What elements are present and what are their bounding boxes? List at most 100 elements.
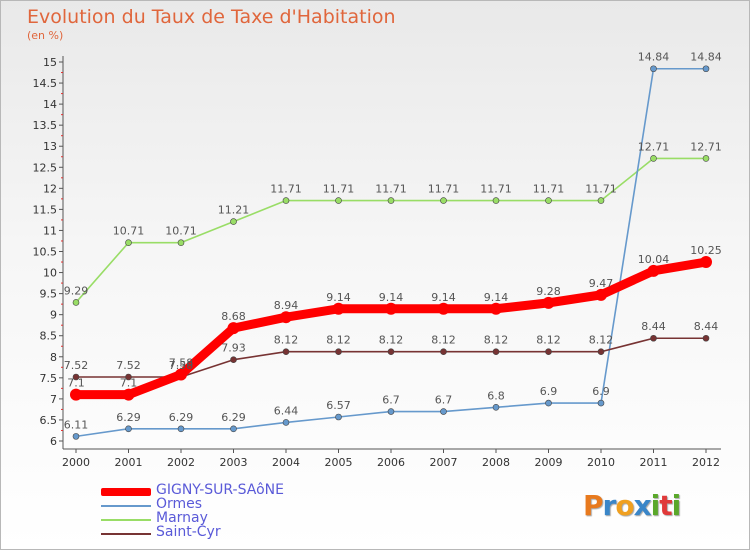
series-point	[440, 197, 447, 204]
series-point	[230, 218, 237, 225]
legend-swatch-gigny	[101, 488, 151, 496]
data-label: 11.71	[323, 183, 355, 196]
data-label: 14.84	[638, 51, 670, 64]
chart-title: Evolution du Taux de Taxe d'Habitation	[27, 6, 396, 28]
data-label: 11.71	[585, 183, 617, 196]
logo-letter: t	[659, 489, 672, 522]
legend-label-gigny: GIGNY-SUR-SAôNE	[156, 482, 284, 498]
data-label: 6.7	[382, 394, 400, 407]
y-tick-label: 14.5	[33, 77, 58, 90]
series-point	[125, 239, 132, 246]
data-label: 8.12	[589, 334, 614, 347]
y-tick-label: 12.5	[33, 161, 58, 174]
series-point	[175, 368, 187, 381]
logo-letter: r	[602, 489, 617, 522]
series-point	[227, 322, 240, 335]
data-label: 6.44	[274, 404, 299, 417]
series-point	[177, 239, 185, 246]
data-label: 11.71	[533, 183, 565, 196]
logo-letter: x	[633, 489, 652, 522]
series-point	[702, 155, 710, 162]
y-tick-label: 11.5	[33, 203, 58, 216]
data-label: 8.68	[221, 310, 246, 323]
data-label: 8.12	[484, 334, 509, 347]
legend-label-marnay: Marnay	[156, 510, 208, 526]
chart-subtitle: (en %)	[27, 29, 64, 42]
series-point	[332, 302, 345, 315]
data-label: 9.14	[379, 291, 404, 304]
data-label: 6.7	[435, 394, 453, 407]
data-label: 12.71	[638, 140, 670, 153]
data-label: 8.44	[694, 320, 719, 333]
data-label: 7.93	[221, 342, 246, 355]
data-label: 6.29	[169, 411, 194, 424]
series-point	[595, 288, 607, 301]
y-tick-label: 9.5	[40, 288, 58, 301]
proxiti-logo: Proxiti	[583, 489, 681, 522]
series-point	[492, 348, 500, 356]
legend-label-saint-cyr: Saint-Cyr	[156, 524, 221, 540]
data-label: 11.71	[270, 183, 302, 196]
series-point	[72, 373, 80, 381]
series-point	[440, 408, 447, 415]
data-label: 6.9	[592, 385, 610, 398]
y-tick-label: 8.5	[40, 330, 58, 343]
data-label: 10.71	[113, 225, 145, 238]
data-label: 8.44	[641, 320, 666, 333]
data-label: 9.14	[326, 291, 351, 304]
series-point	[492, 197, 500, 204]
y-tick-label: 7.5	[40, 372, 58, 385]
data-label: 9.14	[484, 291, 509, 304]
data-label: 9.29	[64, 284, 89, 297]
x-tick-label: 2006	[377, 456, 405, 469]
series-point	[650, 155, 657, 162]
data-label: 9.47	[589, 277, 614, 290]
logo-letter: i	[650, 489, 661, 522]
y-tick-label: 9	[50, 309, 57, 322]
series-point	[282, 348, 290, 356]
data-label: 6.29	[221, 411, 246, 424]
series-point	[385, 302, 397, 315]
data-label: 6.9	[540, 385, 558, 398]
y-tick-label: 14	[43, 98, 57, 111]
series-point	[387, 197, 395, 204]
series-point	[125, 373, 132, 381]
data-label: 11.71	[428, 183, 460, 196]
series-point	[335, 197, 342, 204]
y-tick-label: 6	[50, 435, 57, 448]
series-point	[335, 413, 342, 421]
data-label: 8.12	[536, 334, 561, 347]
series-point	[125, 425, 132, 433]
series-point	[545, 399, 552, 407]
series-point	[440, 348, 447, 356]
data-label: 8.94	[274, 299, 299, 312]
legend-item-saint-cyr: Saint-Cyr	[101, 524, 361, 541]
y-tick-label: 13	[43, 140, 57, 153]
data-label: 9.28	[536, 285, 561, 298]
data-label: 8.12	[274, 334, 299, 347]
series-point	[545, 348, 552, 356]
data-label: 10.71	[165, 225, 197, 238]
series-point	[122, 388, 135, 401]
y-tick-label: 13.5	[33, 119, 58, 132]
data-label: 7.1	[120, 377, 138, 390]
x-tick-label: 2010	[587, 456, 615, 469]
data-label: 10.25	[690, 244, 722, 257]
y-tick-label: 11	[43, 224, 57, 237]
series-point	[545, 197, 552, 204]
data-label: 8.12	[326, 334, 351, 347]
series-point	[70, 388, 82, 401]
series-point	[542, 296, 555, 309]
x-tick-label: 2011	[640, 456, 668, 469]
legend-item-gigny: GIGNY-SUR-SAôNE	[101, 482, 361, 499]
logo-letter: P	[583, 489, 604, 522]
data-label: 6.8	[487, 389, 505, 402]
y-tick-label: 12	[43, 182, 57, 195]
y-tick-label: 10	[43, 267, 57, 280]
x-tick-label: 2000	[62, 456, 90, 469]
series-point	[387, 408, 395, 415]
x-tick-label: 2012	[692, 456, 720, 469]
x-tick-label: 2005	[325, 456, 353, 469]
series-point	[282, 419, 290, 426]
